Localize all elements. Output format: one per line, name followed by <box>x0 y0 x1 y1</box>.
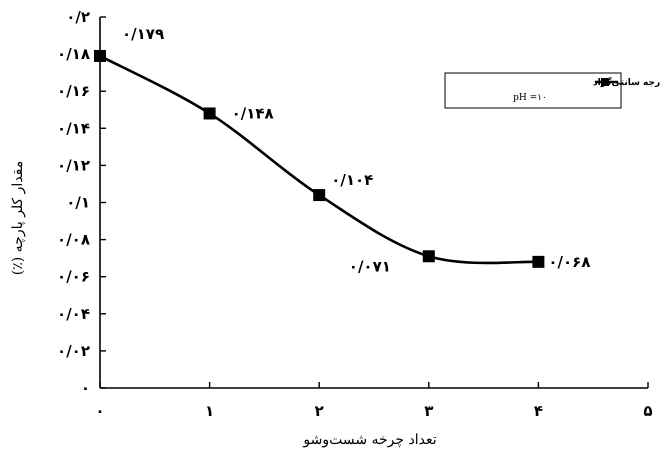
y-tick-label: ۰/۱۸ <box>57 45 90 63</box>
x-tick-label: ۱ <box>205 402 214 420</box>
y-tick-label: ۰/۲ <box>66 8 90 26</box>
y-tick-label: ۰/۱۲ <box>57 156 90 174</box>
y-tick-label: ۰/۱۶ <box>57 82 90 100</box>
y-tick-label: ۰/۰۸ <box>57 231 90 249</box>
data-label: ۰/۱۰۴ <box>331 171 373 189</box>
y-tick-label: ۰/۱۴ <box>57 119 90 137</box>
x-tick-label: ۳ <box>424 402 433 420</box>
legend-box <box>444 72 622 109</box>
y-tick-label: ۰/۰۴ <box>57 305 90 323</box>
data-point-marker <box>532 255 545 268</box>
data-labels: ۰/۱۷۹ ۰/۱۴۸ ۰/۱۰۴ ۰/۰۷۱ ۰/۰۶۸ <box>122 25 591 275</box>
legend: در دمای ۵۰ درجه سانتی‌گراد pH =۱۰ <box>444 72 660 109</box>
y-tick-label: ۰/۱ <box>66 194 90 212</box>
data-label: ۰/۰۶۸ <box>548 253 590 271</box>
y-tick-label: ۰ <box>81 379 90 397</box>
x-tick-label: ۵ <box>643 402 652 420</box>
data-point-marker <box>422 250 435 263</box>
data-point-marker <box>203 107 216 120</box>
ticks: ۰ ۰/۰۲ ۰/۰۴ ۰/۰۶ ۰/۰۸ ۰/۱ ۰/۱۲ ۰/۱۴ ۰/۱۶ ۰/۱۸ ۰/۲ ۰… <box>57 8 653 420</box>
y-tick-label: ۰/۰۶ <box>57 268 90 286</box>
data-label: ۰/۱۷۹ <box>122 25 164 43</box>
x-tick-label: ۲ <box>315 402 324 420</box>
data-point-marker <box>94 49 106 62</box>
legend-ph-label: pH =۱۰ <box>513 93 547 103</box>
legend-marker-icon <box>601 78 609 86</box>
y-tick-label: ۰/۰۲ <box>57 342 90 360</box>
series-layer <box>94 49 545 268</box>
x-tick-label: ۰ <box>95 402 104 420</box>
y-axis-title: مقدار کلر پارچه (٪) <box>10 161 26 275</box>
legend-label: در دمای ۵۰ درجه سانتی‌گراد <box>593 76 660 88</box>
data-label: ۰/۰۷۱ <box>349 257 391 275</box>
data-point-marker <box>313 189 326 202</box>
x-tick-label: ۴ <box>534 402 543 420</box>
x-axis-title: تعداد چرخه شست‌وشو <box>302 432 436 448</box>
data-label: ۰/۱۴۸ <box>232 104 274 122</box>
